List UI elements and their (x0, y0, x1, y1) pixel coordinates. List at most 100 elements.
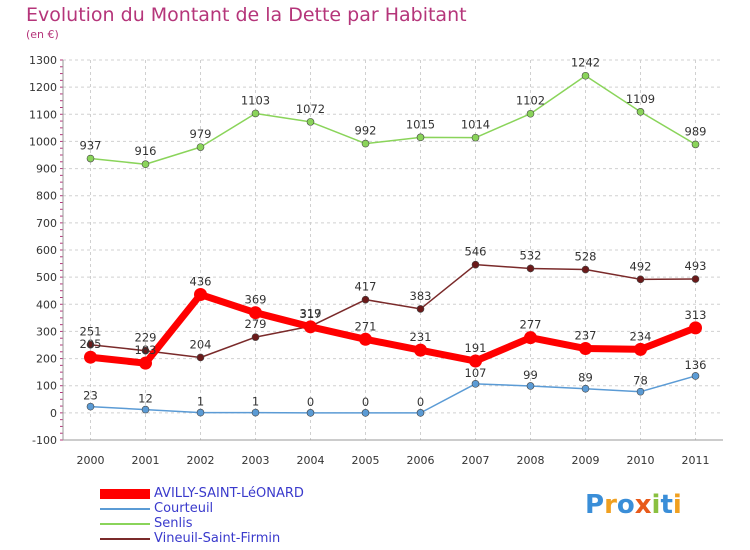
x-tick-label: 2004 (297, 454, 325, 467)
data-point-3 (636, 275, 645, 284)
data-point-3 (141, 346, 150, 355)
data-point-0 (579, 342, 592, 356)
data-label-1: 0 (362, 395, 369, 409)
legend-label-avilly: AVILLY-SAINT-LéONARD (154, 486, 304, 501)
logo-letter: i (651, 490, 661, 520)
data-label-3: 417 (355, 280, 377, 294)
y-tick-label: 1200 (29, 81, 57, 94)
data-point-0 (194, 288, 207, 302)
x-tick-label: 2003 (242, 454, 270, 467)
data-point-0 (84, 350, 97, 364)
legend-item-vineuil: Vineuil-Saint-Firmin (100, 531, 304, 546)
data-point-3 (361, 295, 370, 304)
data-point-3 (581, 265, 590, 274)
x-tick-label: 2010 (627, 454, 655, 467)
data-point-1 (471, 380, 480, 388)
data-point-1 (526, 382, 535, 390)
data-point-3 (86, 340, 95, 349)
data-label-0: 183 (135, 343, 157, 357)
data-label-0: 313 (685, 308, 707, 322)
data-point-2 (251, 109, 260, 118)
data-label-2: 1072 (296, 102, 325, 116)
data-label-0: 237 (575, 329, 597, 343)
data-point-2 (141, 160, 150, 169)
data-point-3 (416, 305, 425, 313)
data-label-2: 1103 (241, 93, 270, 107)
x-tick-label: 2000 (77, 454, 105, 467)
logo-letter: x (634, 490, 652, 520)
logo-letter: i (672, 490, 682, 520)
data-label-1: 89 (578, 371, 593, 385)
data-point-2 (471, 133, 480, 142)
data-label-3: 229 (135, 331, 157, 345)
series-line-1 (90, 375, 696, 414)
data-label-1: 1 (252, 395, 259, 409)
data-label-2: 1014 (461, 118, 490, 132)
data-point-2 (636, 108, 645, 116)
data-point-2 (86, 154, 95, 163)
legend-label-vineuil: Vineuil-Saint-Firmin (154, 531, 281, 546)
legend-label-senlis: Senlis (154, 516, 193, 531)
x-tick-label: 2011 (682, 454, 710, 467)
logo-letter: o (616, 490, 635, 520)
data-point-2 (306, 118, 315, 126)
data-point-0 (359, 332, 372, 346)
y-tick-label: 1000 (29, 135, 57, 148)
data-label-1: 23 (83, 389, 98, 403)
data-label-1: 107 (465, 366, 487, 380)
y-tick-label: 1300 (29, 54, 57, 67)
x-tick-label: 2009 (572, 454, 600, 467)
proxiti-logo: Proxiti (585, 490, 682, 520)
data-point-1 (251, 408, 260, 417)
data-point-1 (196, 408, 205, 417)
legend-item-courteuil: Courteuil (100, 501, 304, 516)
data-label-2: 937 (80, 139, 102, 153)
data-label-0: 271 (355, 319, 377, 333)
data-label-3: 279 (245, 317, 267, 331)
series-line-2 (90, 74, 696, 165)
data-label-0: 317 (300, 307, 322, 321)
data-point-0 (469, 354, 482, 368)
data-point-2 (361, 139, 370, 148)
data-point-1 (636, 387, 645, 396)
data-point-0 (689, 321, 702, 335)
y-tick-label: 500 (36, 271, 57, 284)
data-label-1: 1 (197, 395, 204, 409)
y-tick-label: 800 (36, 190, 57, 203)
y-tick-label: 700 (36, 217, 57, 230)
data-label-1: 136 (685, 358, 707, 372)
data-label-2: 916 (135, 144, 157, 158)
y-tick-label: 600 (36, 244, 57, 257)
data-point-1 (581, 384, 590, 393)
data-label-0: 191 (465, 341, 487, 355)
legend-swatch-avilly (100, 488, 150, 499)
data-label-3: 383 (410, 289, 432, 303)
data-point-3 (251, 333, 260, 341)
data-label-1: 0 (307, 395, 314, 409)
logo-letter: t (660, 490, 673, 520)
data-point-0 (304, 320, 317, 334)
data-label-0: 231 (410, 330, 432, 344)
data-point-0 (634, 342, 647, 356)
data-label-1: 12 (138, 392, 153, 406)
y-tick-label: 200 (36, 353, 57, 366)
data-label-2: 1102 (516, 94, 545, 108)
series-line-3 (90, 263, 696, 359)
data-point-2 (416, 133, 425, 142)
data-label-0: 234 (630, 329, 652, 343)
data-point-1 (141, 405, 150, 414)
data-point-3 (196, 353, 205, 362)
data-label-3: 532 (520, 248, 542, 262)
y-tick-label: -100 (32, 434, 57, 447)
data-label-2: 989 (685, 124, 707, 138)
data-point-0 (414, 343, 427, 357)
data-point-3 (526, 264, 535, 273)
data-point-2 (196, 143, 205, 151)
series-line-0 (90, 291, 697, 367)
data-label-3: 204 (190, 337, 212, 351)
data-point-2 (581, 71, 590, 80)
data-point-0 (249, 306, 262, 320)
data-label-3: 493 (685, 259, 707, 273)
data-label-0: 205 (80, 337, 102, 351)
